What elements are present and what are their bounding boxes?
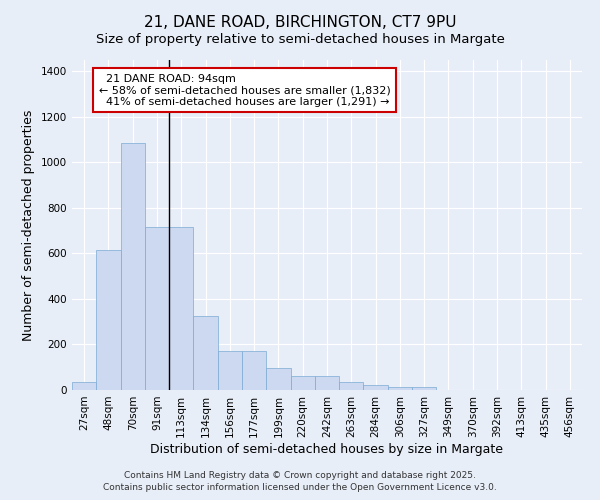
Text: 21, DANE ROAD, BIRCHINGTON, CT7 9PU: 21, DANE ROAD, BIRCHINGTON, CT7 9PU [144, 15, 456, 30]
Bar [242, 352, 266, 390]
Bar [266, 368, 290, 390]
Text: Contains HM Land Registry data © Crown copyright and database right 2025.
Contai: Contains HM Land Registry data © Crown c… [103, 471, 497, 492]
Bar [72, 382, 96, 390]
Bar [145, 228, 169, 390]
Bar [364, 386, 388, 390]
Text: 21 DANE ROAD: 94sqm
← 58% of semi-detached houses are smaller (1,832)
  41% of s: 21 DANE ROAD: 94sqm ← 58% of semi-detach… [99, 74, 391, 107]
Bar [218, 352, 242, 390]
Bar [169, 228, 193, 390]
Bar [290, 376, 315, 390]
Bar [121, 143, 145, 390]
Text: Size of property relative to semi-detached houses in Margate: Size of property relative to semi-detach… [95, 32, 505, 46]
Bar [315, 376, 339, 390]
X-axis label: Distribution of semi-detached houses by size in Margate: Distribution of semi-detached houses by … [151, 442, 503, 456]
Bar [412, 386, 436, 390]
Bar [339, 382, 364, 390]
Y-axis label: Number of semi-detached properties: Number of semi-detached properties [22, 110, 35, 340]
Bar [96, 250, 121, 390]
Bar [193, 316, 218, 390]
Bar [388, 386, 412, 390]
